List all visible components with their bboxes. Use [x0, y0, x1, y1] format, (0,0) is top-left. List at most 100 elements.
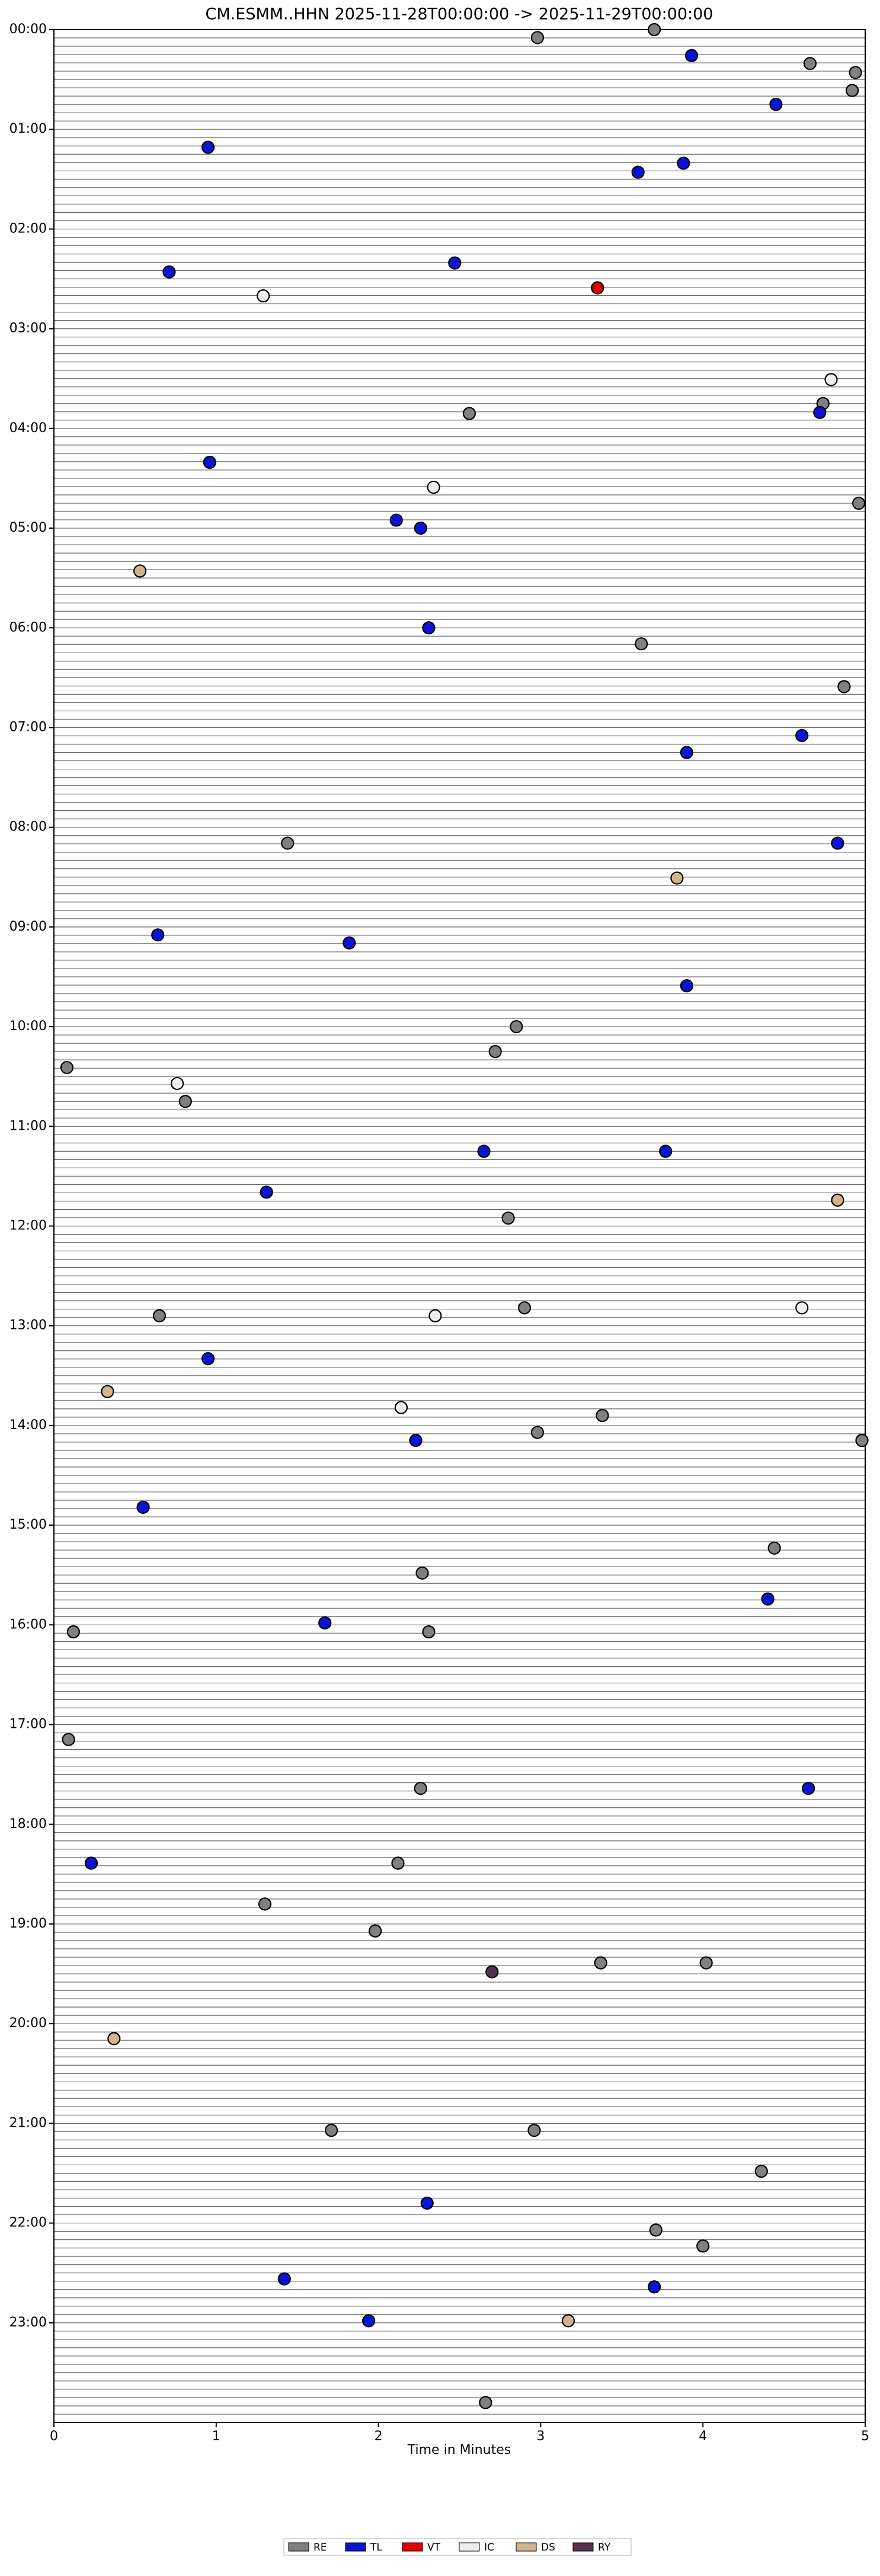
event-marker	[831, 836, 844, 850]
x-tick-label: 3	[536, 2429, 545, 2444]
event-marker	[258, 1897, 272, 1911]
x-tick-label: 5	[861, 2429, 869, 2444]
event-marker	[530, 31, 545, 44]
event-marker	[754, 2165, 768, 2178]
event-marker	[803, 57, 817, 71]
y-tick-label: 08:00	[9, 820, 47, 835]
event-marker	[488, 1045, 502, 1059]
event-marker	[427, 480, 440, 494]
x-axis-label: Time in Minutes	[407, 2443, 511, 2457]
event-marker	[837, 680, 851, 693]
event-marker	[517, 1301, 532, 1315]
event-marker	[201, 140, 215, 154]
event-marker	[849, 66, 862, 79]
event-marker	[420, 2196, 434, 2210]
event-marker	[162, 265, 176, 279]
event-marker	[485, 1965, 499, 1979]
event-marker	[362, 2314, 376, 2328]
y-tick-label: 11:00	[9, 1118, 47, 1133]
event-marker	[767, 1541, 781, 1555]
event-marker	[594, 1956, 607, 1970]
legend-swatch	[459, 2542, 480, 2552]
y-tick-label: 18:00	[9, 1817, 47, 1832]
event-marker	[631, 165, 645, 179]
event-marker	[761, 1592, 775, 1606]
y-tick-label: 10:00	[9, 1019, 47, 1034]
event-marker	[677, 156, 690, 170]
event-marker	[260, 1185, 273, 1199]
event-marker	[151, 928, 165, 942]
event-marker	[201, 1352, 215, 1366]
event-marker	[343, 936, 356, 950]
event-marker	[66, 1625, 80, 1639]
event-marker	[170, 1076, 184, 1091]
event-marker	[795, 1301, 809, 1315]
event-marker	[428, 1309, 442, 1322]
y-tick-label: 23:00	[9, 2315, 47, 2330]
event-marker	[696, 2239, 710, 2253]
event-marker	[409, 1434, 423, 1447]
event-marker	[561, 2314, 575, 2328]
event-marker	[647, 23, 661, 37]
event-marker	[394, 1401, 408, 1414]
legend-label: TL	[370, 2542, 382, 2553]
event-marker	[277, 2272, 291, 2286]
event-marker	[107, 2032, 121, 2046]
y-tick-label: 13:00	[9, 1318, 47, 1333]
legend-swatch	[288, 2542, 309, 2552]
event-marker	[831, 1193, 844, 1207]
legend-label: RY	[598, 2542, 611, 2553]
event-marker	[84, 1856, 98, 1870]
event-marker	[699, 1956, 713, 1970]
event-marker	[325, 2124, 338, 2137]
legend-label: IC	[484, 2542, 494, 2553]
event-marker	[596, 1408, 609, 1423]
y-tick-label: 17:00	[9, 1717, 47, 1732]
event-marker	[391, 1856, 405, 1870]
event-marker	[510, 1019, 523, 1034]
event-marker	[62, 1733, 75, 1746]
event-marker	[649, 2223, 663, 2237]
event-marker	[852, 496, 866, 510]
event-marker	[802, 1782, 815, 1795]
y-tick-label: 05:00	[9, 520, 47, 535]
event-marker	[136, 1500, 150, 1514]
event-marker	[462, 407, 476, 420]
event-marker	[530, 1426, 545, 1439]
event-marker	[101, 1385, 114, 1398]
y-tick-label: 01:00	[9, 122, 47, 136]
event-marker	[845, 84, 859, 97]
legend-label: VT	[427, 2542, 441, 2553]
event-marker	[448, 256, 462, 270]
y-tick-label: 14:00	[9, 1418, 47, 1433]
event-marker	[60, 1060, 74, 1075]
legend-label: DS	[541, 2542, 555, 2553]
event-marker	[670, 871, 684, 885]
trace-lines	[54, 29, 865, 2415]
event-marker	[795, 728, 809, 743]
event-marker	[477, 1145, 491, 1158]
event-marker	[479, 2396, 492, 2409]
event-marker	[152, 1309, 167, 1322]
legend-swatch	[402, 2542, 423, 2552]
event-marker	[203, 455, 216, 469]
y-tick-label: 22:00	[9, 2216, 47, 2230]
legend-swatch	[516, 2542, 537, 2552]
chart-title: CM.ESMM..HHN 2025-11-28T00:00:00 -> 2025…	[206, 5, 713, 24]
y-tick-label: 02:00	[9, 221, 47, 236]
event-marker	[422, 1625, 436, 1639]
legend-label: RE	[313, 2542, 327, 2553]
y-tick-label: 04:00	[9, 421, 47, 436]
event-marker	[414, 1782, 427, 1795]
event-marker	[318, 1616, 332, 1630]
event-marker	[414, 521, 427, 535]
y-tick-label: 00:00	[9, 22, 47, 37]
legend-swatch	[345, 2542, 366, 2552]
y-tick-label: 15:00	[9, 1517, 47, 1532]
event-marker	[133, 564, 147, 578]
event-marker	[591, 281, 604, 295]
x-tick-label: 4	[699, 2429, 707, 2444]
event-marker	[178, 1095, 192, 1108]
event-marker	[684, 49, 699, 62]
